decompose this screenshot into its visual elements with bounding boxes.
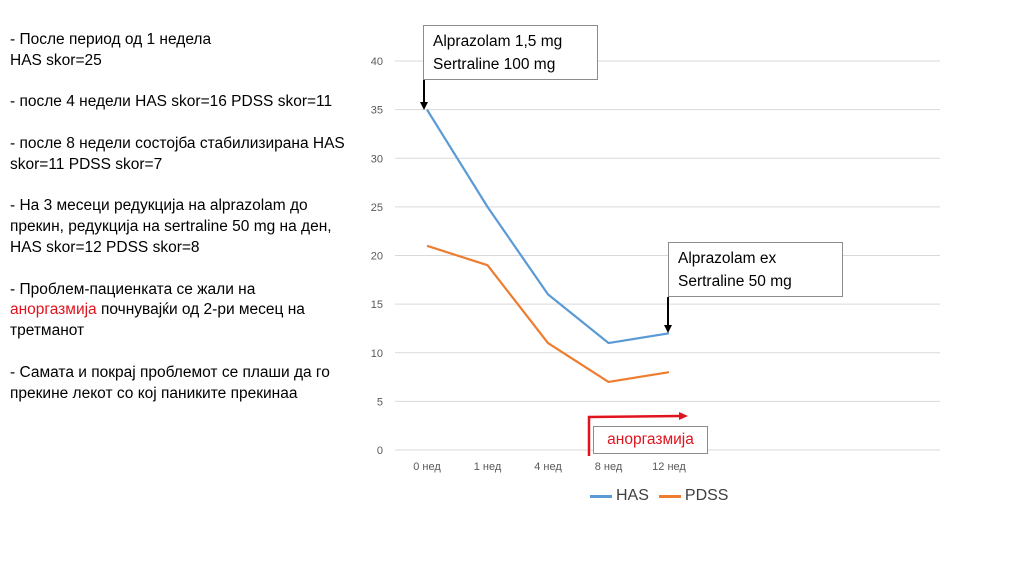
- end-dose-line-2: Sertraline 50 mg: [678, 273, 792, 290]
- anorgasmia-arrow: [587, 414, 681, 456]
- y-tick-label: 10: [371, 348, 383, 360]
- y-tick-label: 40: [371, 56, 383, 68]
- note-5: - Проблем-пациенката се жали на аноргазм…: [10, 280, 345, 342]
- start-dose-line-2: Sertraline 100 mg: [433, 56, 556, 73]
- series-line-pdss: [426, 244, 670, 384]
- anorgasmia-box: аноргазмија: [593, 426, 708, 454]
- legend-label-has: HAS: [616, 487, 649, 504]
- y-tick-label: 30: [371, 153, 383, 165]
- y-tick-label: 35: [371, 105, 383, 117]
- y-tick-label: 15: [371, 299, 383, 311]
- note-3: - после 8 недели состојба стабилизирана …: [10, 134, 345, 173]
- end-dose-box: Alprazolam ex Sertraline 50 mg: [668, 242, 843, 297]
- note-5-end: почнувајќи од 2-ри месец на третманот: [10, 301, 305, 340]
- annotation-arrows: [420, 80, 688, 456]
- series-line-has: [426, 109, 670, 345]
- chart-legend: HAS PDSS: [590, 485, 738, 507]
- y-tick-label: 25: [371, 202, 383, 214]
- note-6: - Самата и покрај проблемот се плаши да …: [10, 363, 330, 402]
- y-tick-label: 0: [377, 445, 383, 457]
- start-arrow-head: [420, 102, 428, 110]
- y-tick-label: 20: [371, 251, 383, 263]
- note-1: - После период од 1 недела HAS skor=25: [10, 31, 212, 69]
- y-tick-label: 5: [377, 396, 383, 408]
- anorgasmia-arrow-head: [679, 412, 688, 420]
- gridlines: [395, 60, 940, 451]
- legend-item-pdss: PDSS: [658, 487, 729, 505]
- note-2: - после 4 недели HAS skor=16 PDSS skor=1…: [10, 93, 333, 111]
- notes-panel: - После период од 1 недела HAS skor=25 -…: [10, 30, 345, 425]
- note-5-highlight: аноргазмија: [10, 301, 97, 319]
- x-tick-label: 0 нед: [413, 461, 441, 473]
- legend-swatch-pdss: [658, 494, 681, 498]
- x-tick-label: 8 нед: [595, 461, 623, 473]
- y-tick-labels: 0 5 10 15 20 25 30 35 40: [371, 56, 383, 457]
- x-tick-label: 12 нед: [652, 461, 686, 473]
- legend-swatch-has: [590, 494, 612, 498]
- legend-item-has: HAS: [590, 487, 649, 505]
- legend-label-pdss: PDSS: [684, 487, 729, 504]
- start-dose-line-1: Alprazolam 1,5 mg: [433, 33, 563, 50]
- note-4: - На 3 месеци редукција на alprazolam до…: [10, 197, 332, 256]
- x-tick-label: 4 нед: [534, 461, 562, 473]
- note-5-start: - Проблем-пациенката се жали на: [10, 280, 256, 298]
- end-dose-line-1: Alprazolam ex: [678, 250, 777, 267]
- series-lines: [426, 109, 670, 384]
- end-arrow-head: [664, 325, 672, 333]
- x-tick-labels: 0 нед 1 нед 4 нед 8 нед 12 нед: [413, 461, 686, 473]
- start-dose-box: Alprazolam 1,5 mg Sertraline 100 mg: [423, 25, 598, 80]
- x-tick-label: 1 нед: [474, 461, 502, 473]
